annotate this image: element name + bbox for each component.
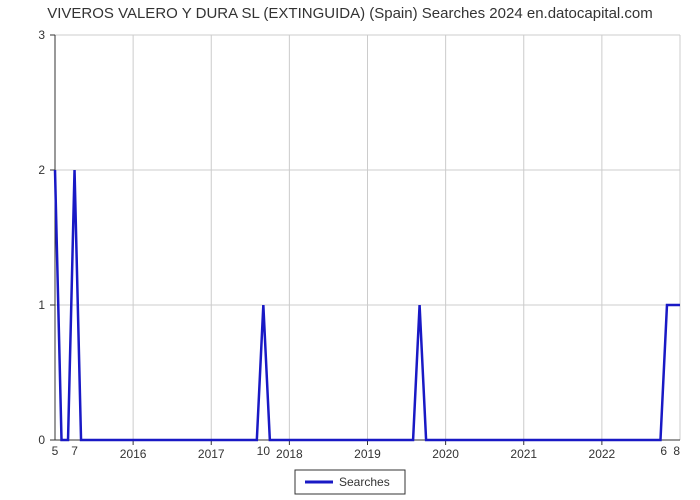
data-point-label: 6: [660, 444, 667, 458]
chart-svg: VIVEROS VALERO Y DURA SL (EXTINGUIDA) (S…: [0, 0, 700, 500]
legend-label: Searches: [339, 475, 390, 489]
chart-background: [0, 0, 700, 500]
y-tick-label: 1: [38, 298, 45, 312]
y-tick-label: 0: [38, 433, 45, 447]
x-tick-label: 2020: [432, 447, 459, 461]
x-tick-label: 2017: [198, 447, 225, 461]
data-point-label: 8: [673, 444, 680, 458]
data-point-label: 5: [52, 444, 59, 458]
y-tick-label: 3: [38, 28, 45, 42]
chart-container: VIVEROS VALERO Y DURA SL (EXTINGUIDA) (S…: [0, 0, 700, 500]
x-tick-label: 2019: [354, 447, 381, 461]
chart-title: VIVEROS VALERO Y DURA SL (EXTINGUIDA) (S…: [47, 5, 653, 22]
y-tick-label: 2: [38, 163, 45, 177]
data-point-label: 7: [71, 444, 78, 458]
x-tick-label: 2016: [120, 447, 147, 461]
x-tick-label: 2018: [276, 447, 303, 461]
x-tick-label: 2021: [510, 447, 537, 461]
x-tick-label: 2022: [589, 447, 616, 461]
data-point-label: 10: [257, 444, 271, 458]
